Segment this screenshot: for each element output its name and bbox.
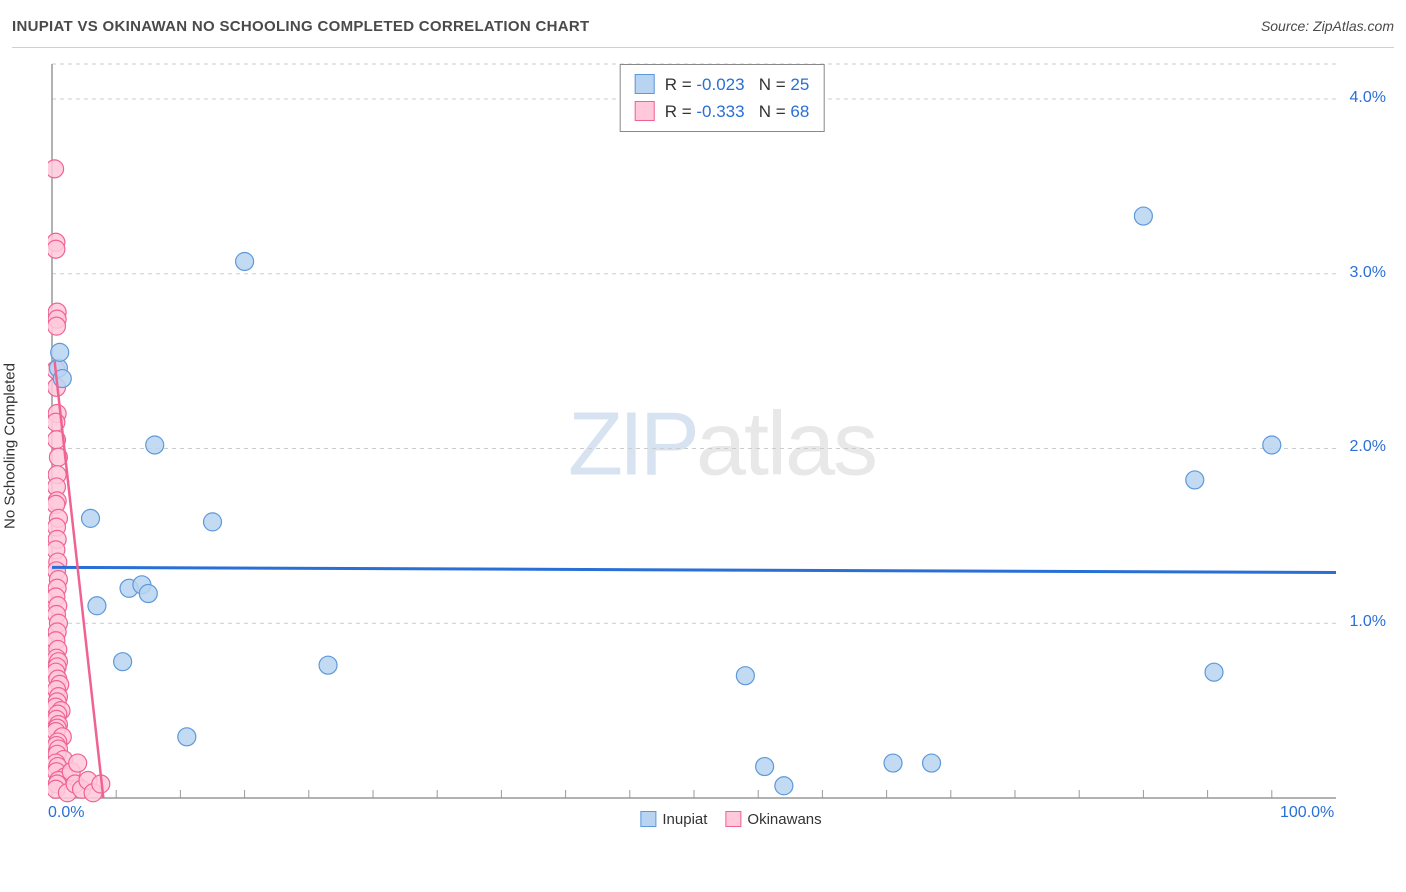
- legend-row: R = -0.023 N = 25: [635, 71, 810, 98]
- series-legend: Inupiat Okinawans: [622, 811, 821, 828]
- legend-series-name: Inupiat: [662, 811, 707, 828]
- legend-n-value: 68: [790, 102, 809, 121]
- legend-swatch: [635, 101, 655, 121]
- legend-swatch: [640, 811, 656, 827]
- legend-n-value: 25: [790, 75, 809, 94]
- legend-swatch: [635, 74, 655, 94]
- legend-swatch: [725, 811, 741, 827]
- scatter-plot-svg: [48, 60, 1396, 830]
- legend-n-label: N =: [745, 102, 791, 121]
- legend-r-label: R =: [665, 75, 697, 94]
- legend-series-name: Okinawans: [747, 811, 821, 828]
- correlation-legend: R = -0.023 N = 25R = -0.333 N = 68: [620, 64, 825, 132]
- y-tick-label: 2.0%: [1350, 438, 1386, 456]
- legend-r-value: -0.333: [696, 102, 744, 121]
- x-tick-label: 100.0%: [1280, 804, 1334, 822]
- x-tick-label: 0.0%: [48, 804, 84, 822]
- y-tick-label: 4.0%: [1350, 89, 1386, 107]
- plot-area: ZIPatlas R = -0.023 N = 25R = -0.333 N =…: [48, 60, 1396, 830]
- y-tick-label: 1.0%: [1350, 613, 1386, 631]
- legend-row: R = -0.333 N = 68: [635, 98, 810, 125]
- source-label: Source: ZipAtlas.com: [1261, 18, 1394, 34]
- legend-r-value: -0.023: [696, 75, 744, 94]
- chart-title: INUPIAT VS OKINAWAN NO SCHOOLING COMPLET…: [12, 18, 589, 35]
- y-tick-label: 3.0%: [1350, 264, 1386, 282]
- legend-n-label: N =: [745, 75, 791, 94]
- legend-r-label: R =: [665, 102, 697, 121]
- y-axis-label: No Schooling Completed: [2, 363, 19, 529]
- chart-header: INUPIAT VS OKINAWAN NO SCHOOLING COMPLET…: [12, 18, 1394, 48]
